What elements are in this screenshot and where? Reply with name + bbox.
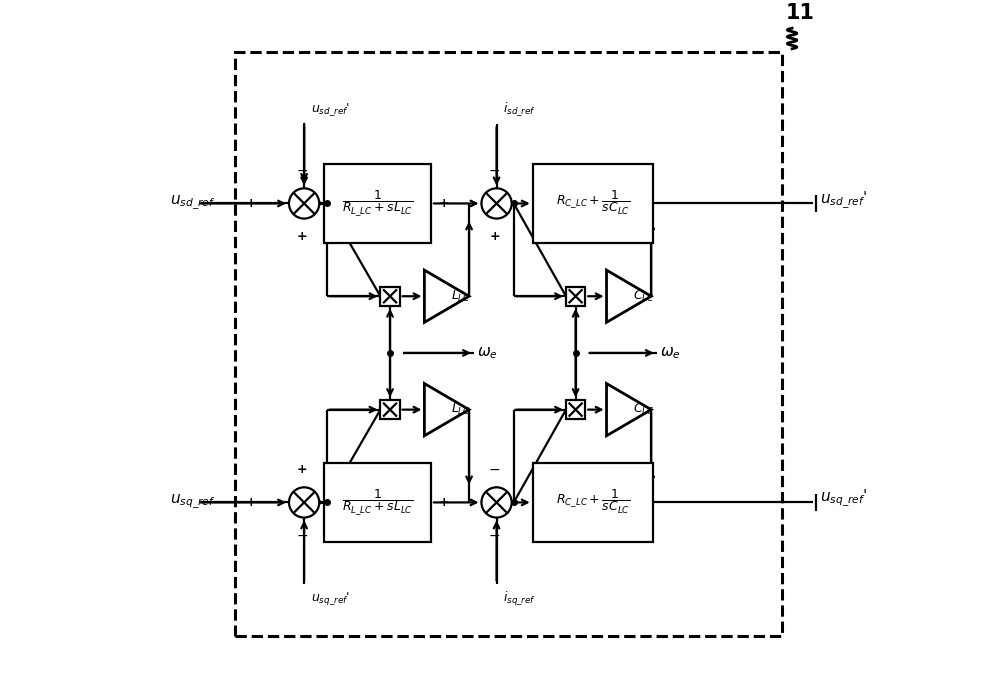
Bar [380,400,400,419]
Text: 11: 11 [786,3,815,23]
Text: $\dfrac{1}{R_{L\_LC}+sL_{LC}}$: $\dfrac{1}{R_{L\_LC}+sL_{LC}}$ [342,488,413,517]
Text: −: − [489,164,500,178]
Bar [380,287,400,306]
Bar [566,287,585,306]
Text: $u_{sq\_ref}$: $u_{sq\_ref}$ [170,493,215,512]
Polygon shape [607,270,651,322]
Text: +: + [489,230,500,243]
Bar [533,463,653,542]
Text: +: + [246,197,257,210]
Text: $\dfrac{1}{R_{L\_LC}+sL_{LC}}$: $\dfrac{1}{R_{L\_LC}+sL_{LC}}$ [342,189,413,218]
Text: $C_{LC}$: $C_{LC}$ [633,402,655,417]
Text: −: − [489,463,500,477]
Text: +: + [246,496,257,509]
Circle shape [289,487,319,517]
Text: −: − [296,528,308,542]
Bar [533,164,653,243]
Text: $\omega_e$: $\omega_e$ [477,345,498,361]
Text: $L_{LC}$: $L_{LC}$ [451,289,471,304]
Bar [324,463,431,542]
Bar [566,400,585,419]
Text: $u_{sd\_ref}$': $u_{sd\_ref}$' [311,101,350,117]
Bar [235,52,782,637]
Text: $R_{C\_LC}+\dfrac{1}{sC_{LC}}$: $R_{C\_LC}+\dfrac{1}{sC_{LC}}$ [556,489,630,517]
Text: −: − [296,164,308,178]
Text: $i_{sq\_ref}$: $i_{sq\_ref}$ [503,591,537,608]
Text: $C_{LC}$: $C_{LC}$ [633,289,655,304]
Text: +: + [297,463,307,476]
Polygon shape [424,270,469,322]
Text: $L_{LC}$: $L_{LC}$ [451,402,471,417]
Text: +: + [438,197,449,210]
Text: $R_{C\_LC}+\dfrac{1}{sC_{LC}}$: $R_{C\_LC}+\dfrac{1}{sC_{LC}}$ [556,189,630,217]
Bar [324,164,431,243]
Text: $i_{sd\_ref}$: $i_{sd\_ref}$ [503,100,537,117]
Text: $u_{sq\_ref}$': $u_{sq\_ref}$' [820,489,867,510]
Text: $u_{sd\_ref}$: $u_{sd\_ref}$ [170,194,215,212]
Circle shape [481,188,512,219]
Text: $u_{sq\_ref}$': $u_{sq\_ref}$' [311,591,350,607]
Text: $u_{sd\_ref}$': $u_{sd\_ref}$' [820,189,867,210]
Circle shape [289,188,319,219]
Text: $\omega_e$: $\omega_e$ [660,345,681,361]
Polygon shape [607,384,651,435]
Text: −: − [489,528,500,542]
Text: +: + [297,230,307,243]
Circle shape [481,487,512,517]
Text: +: + [438,496,449,509]
Polygon shape [424,384,469,435]
